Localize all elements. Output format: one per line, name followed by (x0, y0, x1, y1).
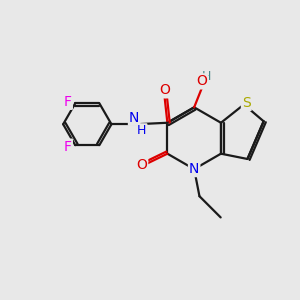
Text: H: H (201, 70, 211, 83)
Text: F: F (64, 95, 72, 109)
Text: F: F (64, 140, 72, 154)
Text: N: N (189, 162, 200, 176)
Text: S: S (242, 96, 250, 110)
Text: O: O (197, 74, 208, 88)
Text: O: O (136, 158, 147, 172)
Text: N: N (129, 111, 139, 125)
Text: H: H (137, 124, 146, 137)
Text: O: O (159, 83, 170, 98)
